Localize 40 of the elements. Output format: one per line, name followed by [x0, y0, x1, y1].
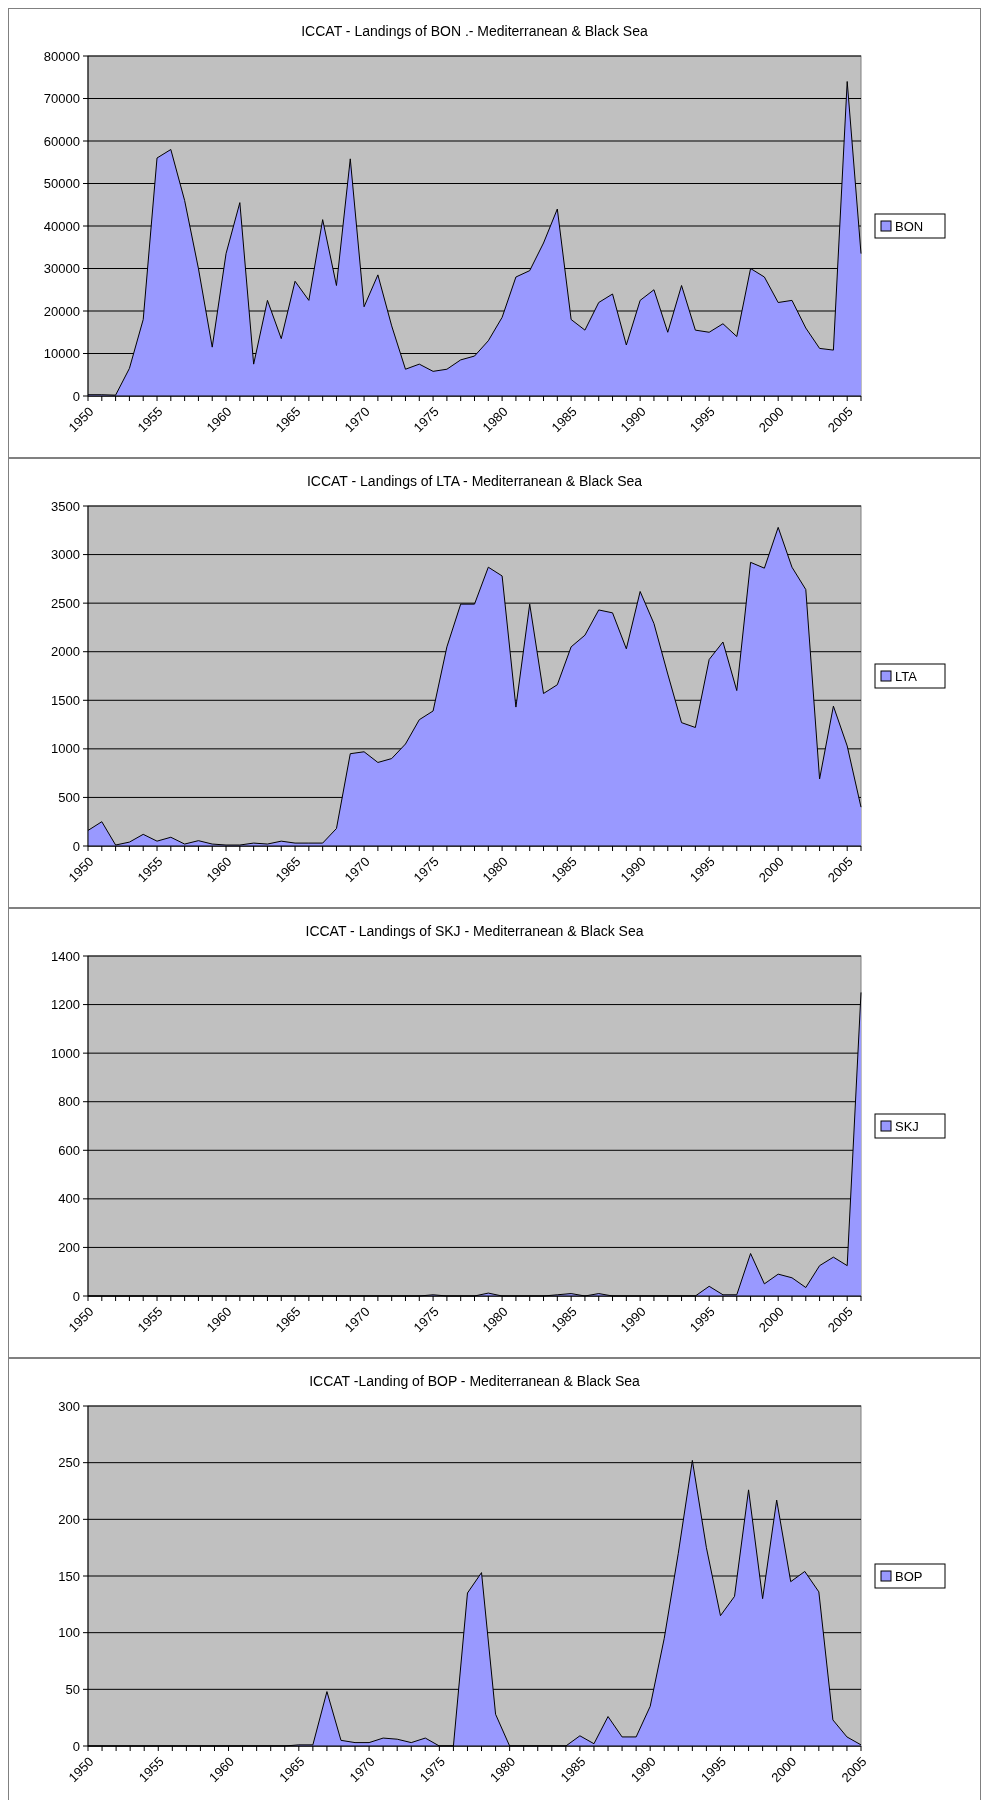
y-tick-label: 20000 — [43, 303, 80, 319]
legend-label: LTA — [895, 668, 918, 684]
y-tick-label: 0 — [72, 1738, 80, 1754]
y-tick-label: 3000 — [51, 547, 80, 563]
y-tick-label: 150 — [58, 1568, 80, 1584]
y-tick-label: 600 — [58, 1142, 80, 1158]
legend-label: BON — [895, 218, 924, 234]
y-tick-label: 1400 — [51, 948, 80, 964]
chart-title: ICCAT -Landing of BOP - Mediterranean & Black Sea — [309, 1373, 641, 1389]
y-tick-label: 1000 — [51, 1045, 80, 1061]
y-tick-label: 0 — [72, 838, 80, 854]
y-tick-label: 1200 — [51, 997, 80, 1013]
y-tick-label: 500 — [58, 789, 80, 805]
y-tick-label: 3500 — [51, 498, 80, 514]
y-tick-label: 80000 — [43, 48, 80, 64]
y-tick-label: 2000 — [51, 644, 80, 660]
y-tick-label: 30000 — [43, 261, 80, 277]
y-tick-label: 800 — [58, 1094, 80, 1110]
y-tick-label: 50000 — [43, 176, 80, 192]
chart-title: ICCAT - Landings of BON .- Mediterranean & Black Sea — [301, 23, 648, 39]
y-tick-label: 0 — [72, 1288, 80, 1304]
y-tick-label: 200 — [58, 1239, 80, 1255]
y-tick-label: 70000 — [43, 91, 80, 107]
y-tick-label: 300 — [58, 1398, 80, 1414]
y-tick-label: 1000 — [51, 741, 80, 757]
y-tick-label: 1500 — [51, 692, 80, 708]
y-tick-label: 250 — [58, 1455, 80, 1471]
y-tick-label: 10000 — [43, 346, 80, 362]
y-tick-label: 2500 — [51, 595, 80, 611]
y-tick-label: 200 — [58, 1511, 80, 1527]
legend-label: SKJ — [895, 1118, 919, 1134]
y-tick-label: 100 — [58, 1625, 80, 1641]
legend-label: BOP — [895, 1568, 923, 1584]
chart-title: ICCAT - Landings of SKJ - Mediterranean & Black Sea — [305, 923, 644, 939]
chart-title: ICCAT - Landings of LTA - Mediterranean & Black Sea — [306, 473, 643, 489]
y-tick-label: 50 — [65, 1681, 80, 1697]
y-tick-label: 40000 — [43, 218, 80, 234]
y-tick-label: 0 — [72, 388, 80, 404]
y-tick-label: 400 — [58, 1191, 80, 1207]
y-tick-label: 60000 — [43, 133, 80, 149]
